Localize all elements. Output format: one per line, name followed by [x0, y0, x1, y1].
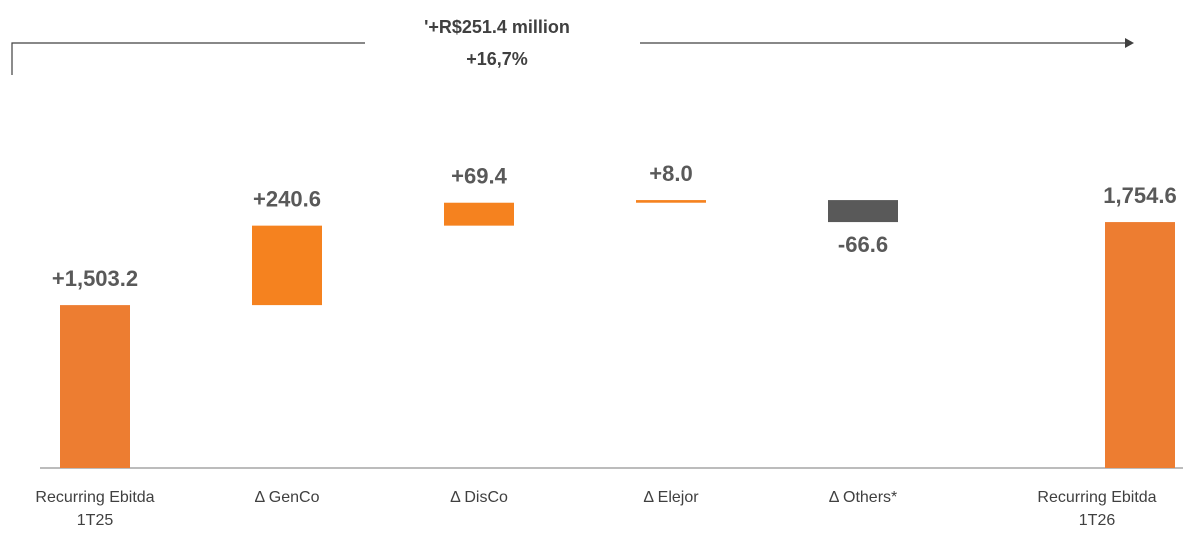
arrow-head	[1125, 38, 1134, 48]
bar	[60, 305, 130, 468]
bracket-left	[11, 42, 365, 75]
bar	[1105, 222, 1175, 468]
value-label: -66.6	[838, 232, 888, 257]
x-tick-label: Δ GenCo	[255, 489, 320, 506]
x-tick-label: Δ Elejor	[643, 489, 699, 506]
value-label: +1,503.2	[52, 266, 138, 291]
annotation: +16,7%	[466, 49, 528, 69]
annotation: '+R$251.4 million	[424, 17, 570, 37]
x-tick-label: Δ DisCo	[450, 489, 508, 506]
x-tick-label: Recurring Ebitda	[1037, 489, 1156, 506]
value-label: +8.0	[649, 161, 692, 186]
bar	[444, 202, 514, 226]
x-tick-label: Recurring Ebitda	[35, 489, 154, 506]
value-label: +69.4	[451, 164, 507, 189]
x-tick-label: 1T26	[1079, 512, 1116, 529]
bar	[252, 225, 322, 306]
x-tick-label: Δ Others*	[829, 489, 898, 506]
bar	[636, 200, 706, 203]
value-label: +240.6	[253, 186, 321, 211]
x-tick-label: 1T25	[77, 512, 114, 529]
value-label: 1,754.6	[1103, 183, 1176, 208]
bar	[828, 200, 898, 223]
